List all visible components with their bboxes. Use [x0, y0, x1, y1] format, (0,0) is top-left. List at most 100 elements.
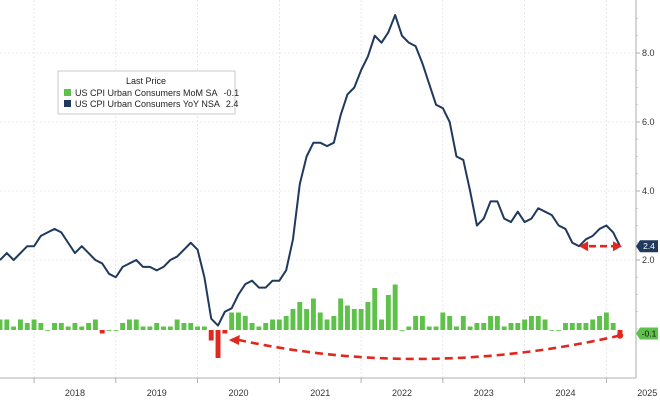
mom-bar — [440, 312, 446, 330]
end-value-tags: 2.4 -0.1 — [636, 240, 658, 340]
x-tick-label-2019: 2019 — [147, 388, 167, 398]
x-tick-label-2021: 2021 — [310, 388, 330, 398]
mom-bar — [603, 312, 609, 330]
mom-bar — [147, 326, 153, 330]
mom-bar — [249, 323, 255, 330]
mom-bar — [140, 326, 146, 330]
mom-bar — [256, 326, 262, 330]
y-tick-label: 4.0 — [642, 186, 655, 196]
mom-bar — [38, 323, 44, 330]
mom-bar — [188, 323, 194, 330]
mom-bar — [283, 316, 289, 330]
mom-bar — [304, 309, 310, 330]
mom-bar — [126, 319, 132, 330]
mom-bar — [270, 319, 275, 330]
mom-arrow-origin-dot — [616, 332, 624, 339]
mom-bar — [331, 316, 337, 330]
mom-bar — [72, 323, 78, 330]
mom-bar — [317, 312, 323, 330]
mom-bar — [215, 330, 221, 358]
mom-bar — [508, 323, 514, 330]
mom-bar — [174, 319, 180, 330]
mom-bar — [11, 326, 17, 330]
mom-bar — [263, 323, 269, 330]
mom-bar — [413, 316, 419, 330]
mom-bar — [467, 326, 473, 330]
mom-bar — [297, 302, 303, 330]
mom-bar — [45, 330, 51, 331]
mom-bar — [65, 326, 71, 330]
mom-bar — [385, 295, 391, 330]
legend-swatch-mom — [64, 89, 71, 96]
mom-bar — [399, 330, 405, 331]
mom-bar — [0, 319, 3, 330]
mom-bar — [310, 298, 316, 330]
mom-bar — [569, 323, 575, 330]
yoy-end-tag-bg — [636, 240, 658, 253]
y-tick-label: 6.0 — [642, 117, 655, 127]
mom-bar — [195, 326, 201, 330]
mom-bar — [522, 319, 528, 330]
mom-bar — [31, 319, 37, 330]
mom-bar — [447, 316, 453, 330]
mom-bar — [133, 319, 139, 330]
mom-bar — [488, 316, 494, 330]
mom-bar — [501, 326, 507, 330]
legend-label-yoy-name: US CPI Urban Consumers YoY NSA — [75, 99, 220, 109]
mom-bar — [276, 319, 282, 330]
mom-bar — [58, 323, 64, 330]
mom-bar — [549, 330, 555, 331]
mom-bar — [154, 323, 160, 330]
mom-bar — [610, 323, 616, 330]
x-tick-label-2020: 2020 — [228, 388, 248, 398]
mom-bar — [113, 330, 119, 331]
mom-bar — [229, 312, 235, 330]
mom-bar — [392, 284, 398, 330]
mom-bar — [460, 316, 466, 330]
mom-bar — [324, 319, 330, 330]
mom-bar — [419, 316, 425, 330]
legend-label-mom: US CPI Urban Consumers MoM SA -0.1 — [75, 88, 239, 98]
mom-bar — [583, 323, 589, 330]
yoy-line — [0, 14, 621, 327]
mom-bar — [52, 323, 57, 330]
y-tick-label: 2.0 — [642, 255, 655, 265]
mom-bar — [79, 326, 85, 330]
mom-bar — [563, 323, 568, 330]
annotation-arrows — [228, 241, 624, 361]
mom-bar — [242, 316, 248, 330]
legend-label-mom-value: -0.1 — [224, 88, 240, 98]
mom-bar — [590, 319, 596, 330]
mom-bar — [351, 309, 357, 330]
mom-bar — [406, 326, 412, 330]
mom-end-tag-label: -0.1 — [642, 329, 657, 339]
yoy-end-tag: 2.4 — [636, 240, 658, 253]
mom-bar — [24, 323, 30, 330]
mom-bar — [345, 305, 350, 330]
mom-bar — [17, 319, 23, 330]
mom-bar — [372, 288, 378, 330]
x-tick-label-2023: 2023 — [474, 388, 494, 398]
mom-bar — [99, 330, 105, 334]
mom-bar — [535, 316, 541, 330]
mom-bar — [433, 326, 439, 330]
mom-bar — [338, 298, 344, 330]
mom-bar — [426, 326, 432, 330]
mom-end-tag-bg — [636, 327, 658, 340]
legend-swatch-yoy — [64, 100, 71, 107]
mom-bar — [161, 326, 166, 330]
mom-bar — [86, 323, 92, 330]
mom-bar — [515, 323, 521, 330]
mom-bars — [0, 284, 623, 358]
mom-bar — [542, 319, 548, 330]
mom-annotation-arrow — [238, 334, 621, 361]
mom-bar — [617, 330, 623, 334]
legend-box — [57, 70, 236, 115]
mom-bar — [92, 319, 98, 330]
legend-label-yoy: US CPI Urban Consumers YoY NSA 2.4 — [75, 99, 238, 109]
legend-label-yoy-value: 2.4 — [226, 99, 239, 109]
mom-bar — [597, 316, 603, 330]
legend: Last Price US CPI Urban Consumers MoM SA… — [57, 70, 239, 115]
mom-bar — [290, 309, 296, 330]
x-tick-label-2022: 2022 — [392, 388, 412, 398]
